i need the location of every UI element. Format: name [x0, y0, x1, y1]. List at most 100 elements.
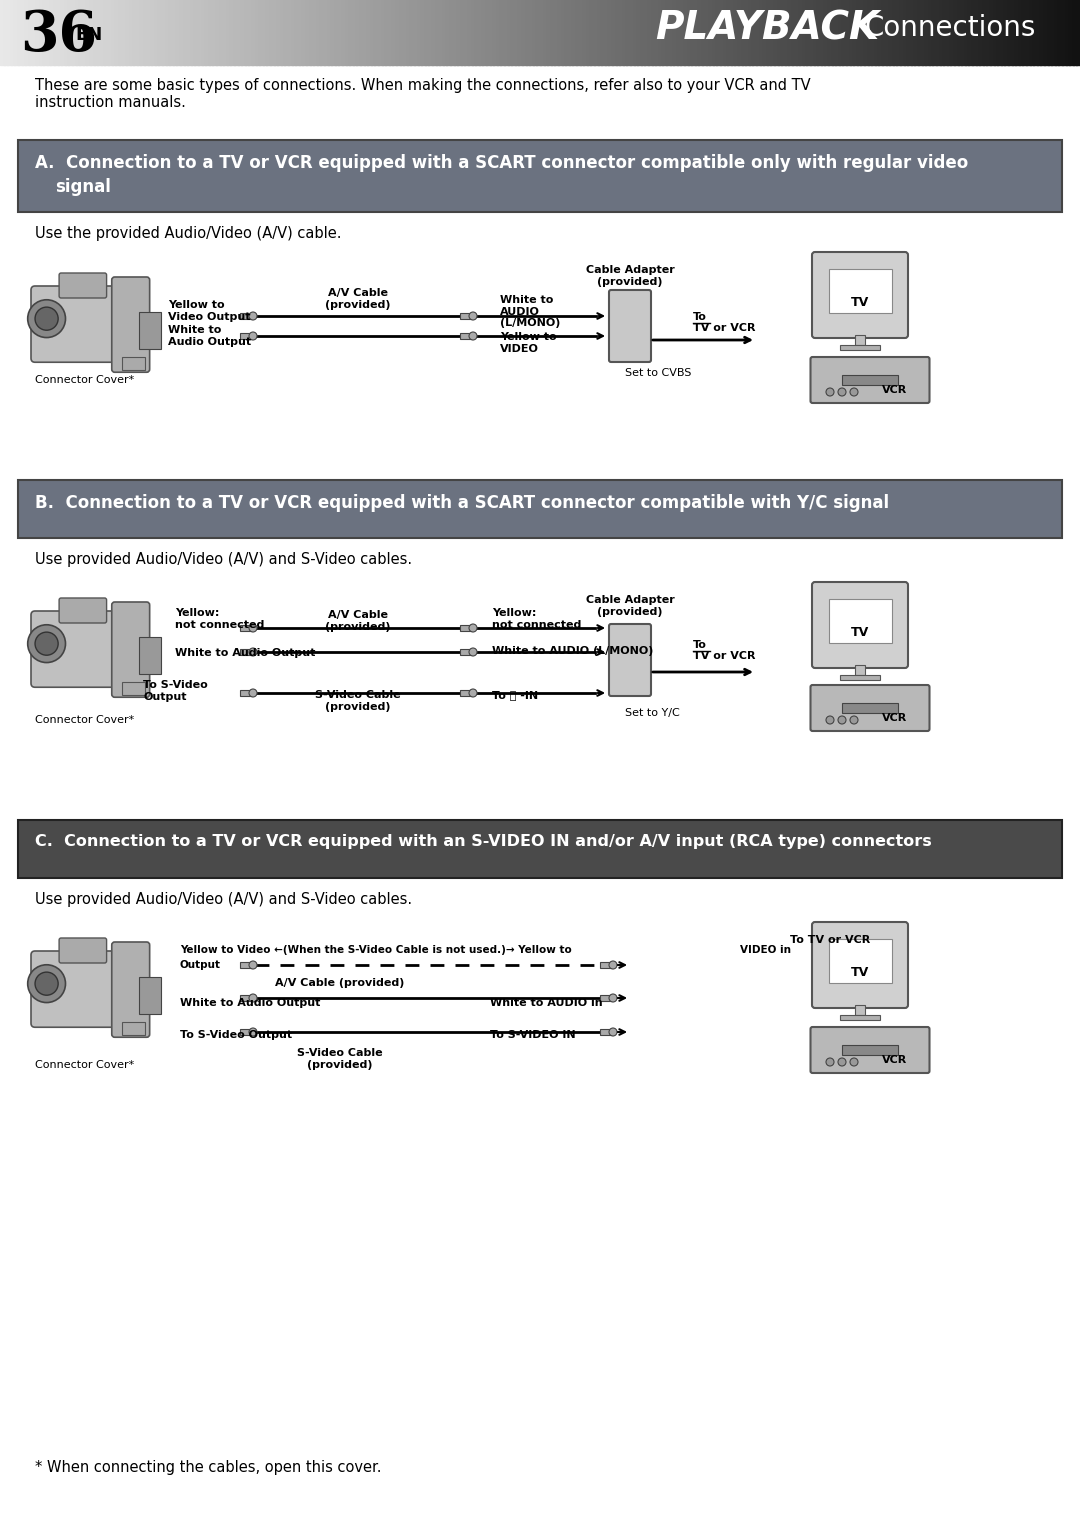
Bar	[904, 0, 908, 64]
Text: VCR: VCR	[882, 713, 907, 724]
Text: EN: EN	[75, 26, 103, 44]
Bar	[1034, 0, 1038, 64]
Bar	[828, 599, 891, 642]
Bar	[796, 0, 800, 64]
Bar	[861, 0, 865, 64]
Bar	[14, 0, 19, 64]
Bar	[248, 0, 253, 64]
Bar	[198, 0, 203, 64]
Bar	[591, 0, 595, 64]
Bar	[651, 0, 657, 64]
Bar	[62, 0, 66, 64]
Bar	[139, 977, 161, 1013]
Bar	[389, 0, 393, 64]
Bar	[918, 0, 922, 64]
Bar	[299, 0, 303, 64]
Bar	[532, 0, 538, 64]
Bar	[133, 0, 138, 64]
Bar	[332, 0, 336, 64]
Bar	[630, 0, 635, 64]
Bar	[855, 665, 865, 675]
Bar	[691, 0, 696, 64]
Bar	[943, 0, 948, 64]
Bar	[241, 0, 246, 64]
Bar	[855, 336, 865, 345]
Bar	[224, 0, 228, 64]
Bar	[306, 0, 311, 64]
Bar	[162, 0, 166, 64]
Bar	[421, 0, 426, 64]
Bar	[792, 0, 797, 64]
Bar	[338, 0, 343, 64]
Bar	[25, 0, 30, 64]
Bar	[648, 0, 652, 64]
Bar	[360, 0, 365, 64]
Bar	[90, 0, 95, 64]
Text: To: To	[693, 313, 707, 322]
Bar	[1026, 0, 1030, 64]
Bar	[378, 0, 382, 64]
Text: Output: Output	[180, 960, 221, 970]
Text: Use the provided Audio/Video (A/V) cable.: Use the provided Audio/Video (A/V) cable…	[35, 225, 341, 241]
Bar	[684, 0, 689, 64]
Bar	[321, 0, 325, 64]
Bar	[702, 0, 706, 64]
FancyBboxPatch shape	[812, 921, 908, 1009]
Bar	[634, 0, 638, 64]
Bar	[396, 0, 401, 64]
Bar	[51, 0, 55, 64]
Bar	[731, 0, 735, 64]
Text: VCR: VCR	[882, 1055, 907, 1065]
Bar	[1051, 0, 1056, 64]
Bar	[410, 0, 415, 64]
Bar	[824, 0, 829, 64]
Text: Yellow to
VIDEO: Yellow to VIDEO	[500, 333, 556, 354]
Bar	[716, 0, 721, 64]
Bar	[3, 0, 9, 64]
Bar	[151, 0, 156, 64]
Bar	[764, 0, 768, 64]
Circle shape	[28, 625, 66, 662]
Bar	[886, 0, 890, 64]
Bar	[677, 0, 681, 64]
Bar	[802, 0, 808, 64]
Bar	[381, 0, 387, 64]
Bar	[867, 0, 873, 64]
Bar	[828, 0, 833, 64]
Bar	[1055, 0, 1059, 64]
Bar	[997, 0, 1002, 64]
Bar	[18, 0, 23, 64]
Bar	[32, 0, 37, 64]
Bar	[753, 0, 757, 64]
Bar	[68, 0, 73, 64]
Text: VCR: VCR	[882, 385, 907, 396]
Bar	[950, 0, 955, 64]
Bar	[356, 0, 361, 64]
Bar	[105, 0, 109, 64]
Bar	[659, 0, 663, 64]
Circle shape	[35, 972, 58, 995]
Bar	[22, 0, 26, 64]
Bar	[778, 0, 782, 64]
Bar	[460, 625, 472, 632]
Bar	[489, 0, 495, 64]
Circle shape	[469, 313, 477, 320]
Bar	[835, 0, 840, 64]
Bar	[889, 0, 894, 64]
Bar	[705, 0, 711, 64]
Bar	[515, 0, 519, 64]
Circle shape	[850, 388, 858, 396]
Bar	[878, 0, 883, 64]
Text: White to
AUDIO
(L/MONO): White to AUDIO (L/MONO)	[500, 294, 561, 328]
Bar	[600, 1029, 612, 1035]
Bar	[807, 0, 811, 64]
Bar	[940, 0, 944, 64]
Circle shape	[28, 964, 66, 1003]
Bar	[252, 0, 257, 64]
Bar	[850, 0, 854, 64]
Bar	[187, 0, 192, 64]
Bar	[461, 0, 465, 64]
FancyBboxPatch shape	[812, 251, 908, 337]
Bar	[256, 0, 260, 64]
Circle shape	[249, 1029, 257, 1036]
